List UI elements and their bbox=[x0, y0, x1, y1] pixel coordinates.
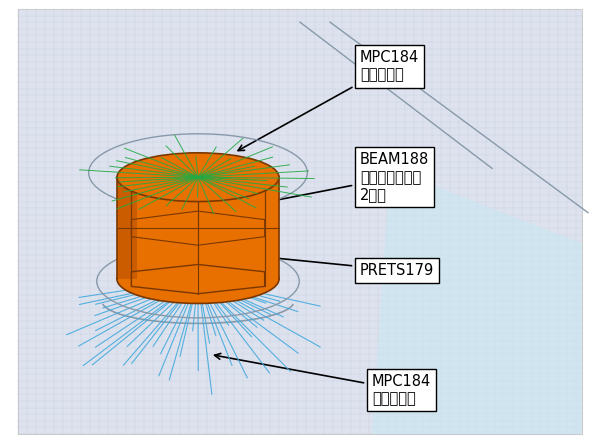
Text: MPC184
剛体ビーム: MPC184 剛体ビーム bbox=[215, 354, 431, 406]
Ellipse shape bbox=[117, 153, 279, 202]
Text: MPC184
剛体ビーム: MPC184 剛体ビーム bbox=[238, 50, 419, 151]
Text: BEAM188
（実形状表示）
2要素: BEAM188 （実形状表示） 2要素 bbox=[251, 152, 429, 207]
Ellipse shape bbox=[117, 255, 279, 303]
Polygon shape bbox=[372, 168, 582, 434]
Bar bbox=[117, 177, 137, 279]
Bar bbox=[117, 177, 279, 279]
Text: PRETS179: PRETS179 bbox=[269, 255, 434, 278]
